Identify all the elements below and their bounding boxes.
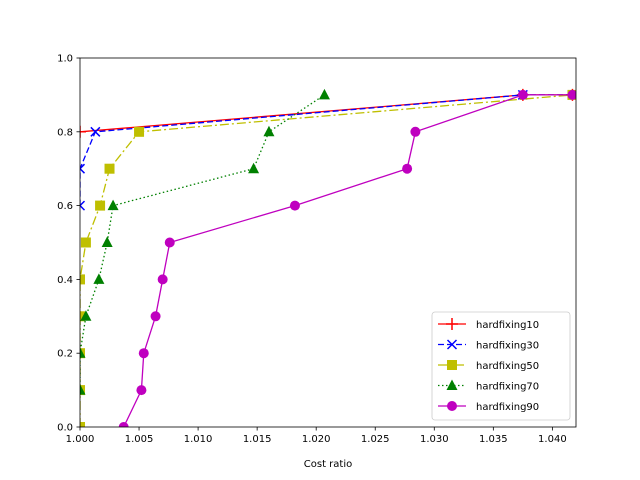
x-tick-label: 1.005 — [125, 434, 154, 445]
ticks-layer: 1.000 1.005 1.010 1.015 1.020 1.025 1.030 1.035… — [57, 54, 567, 446]
x-tick-label: 1.040 — [538, 434, 567, 445]
data-point-hardfixing90-1 — [136, 385, 147, 396]
data-point-hardfixing90-8 — [410, 126, 421, 137]
legend-marker — [446, 339, 458, 350]
data-point-hardfixing70-3 — [93, 273, 105, 284]
legend-entry-hardfixing90: hardfixing90 — [438, 401, 539, 413]
data-point-hardfixing90-5 — [164, 237, 175, 248]
legend-entry-hardfixing30: hardfixing30 — [438, 339, 539, 352]
data-point-hardfixing50-5 — [80, 237, 91, 248]
data-point-hardfixing50-4 — [80, 274, 85, 285]
legend-entry-hardfixing50: hardfixing50 — [438, 360, 539, 372]
data-point-hardfixing50-3 — [80, 311, 85, 322]
legend-label: hardfixing30 — [476, 341, 539, 352]
data-point-hardfixing30-2 — [90, 126, 101, 137]
data-point-hardfixing50-6 — [95, 200, 106, 211]
series-hardfixing70 — [80, 88, 330, 395]
data-point-hardfixing90-0 — [118, 422, 129, 427]
legend-label: hardfixing10 — [476, 320, 539, 331]
plot-frame — [79, 57, 577, 428]
data-point-hardfixing30-1 — [80, 163, 86, 174]
x-axis-title: Cost ratio — [304, 459, 352, 470]
series-hardfixing90 — [118, 89, 576, 427]
legend-marker — [446, 318, 458, 330]
data-point-hardfixing90-10 — [567, 89, 576, 100]
data-point-hardfixing70-8 — [318, 88, 330, 100]
data-point-hardfixing90-9 — [517, 89, 528, 100]
x-tick-label: 1.010 — [184, 434, 213, 445]
data-point-hardfixing70-7 — [263, 125, 275, 137]
data-point-hardfixing50-7 — [104, 163, 115, 174]
data-point-hardfixing90-2 — [138, 348, 149, 359]
legend-marker — [446, 379, 458, 390]
data-point-hardfixing90-3 — [150, 311, 161, 322]
y-tick-label: 0.0 — [57, 423, 73, 434]
data-point-hardfixing10-0 — [80, 125, 86, 138]
data-point-hardfixing90-4 — [157, 274, 168, 285]
series-layer — [80, 88, 576, 427]
series-line-hardfixing70 — [80, 94, 325, 391]
data-point-hardfixing30-0 — [80, 200, 86, 211]
x-tick-label: 1.015 — [243, 434, 272, 445]
legend-label: hardfixing50 — [476, 361, 539, 372]
x-tick-label: 1.035 — [479, 434, 508, 445]
data-point-hardfixing70-4 — [101, 236, 113, 247]
data-point-hardfixing50-8 — [134, 126, 145, 137]
y-tick-label: 0.4 — [57, 275, 73, 286]
data-point-hardfixing90-6 — [289, 200, 300, 211]
legend-marker — [447, 360, 457, 370]
x-tick-label: 1.030 — [420, 434, 449, 445]
legend-label: hardfixing70 — [476, 382, 539, 393]
y-tick-label: 0.8 — [57, 127, 73, 138]
legend-box — [431, 311, 571, 421]
x-tick-label: 1.020 — [302, 434, 331, 445]
data-point-hardfixing70-0 — [80, 384, 86, 395]
legend-marker — [447, 401, 457, 411]
data-point-hardfixing50-0 — [80, 422, 85, 427]
y-tick-label: 0.2 — [57, 349, 73, 360]
legend-entry-hardfixing70: hardfixing70 — [438, 379, 539, 393]
x-tick-label: 1.000 — [66, 434, 95, 445]
data-point-hardfixing70-2 — [80, 310, 92, 321]
x-tick-label: 1.025 — [361, 434, 390, 445]
data-point-hardfixing70-1 — [80, 347, 86, 358]
legend-entry-hardfixing10: hardfixing10 — [438, 318, 539, 331]
legend-label: hardfixing90 — [476, 402, 539, 413]
y-tick-label: 0.6 — [57, 201, 73, 212]
legend: hardfixing10 hardfixing30 hardfixing50 hard… — [431, 311, 571, 421]
series-line-hardfixing50 — [80, 94, 573, 427]
y-tick-label: 1.0 — [57, 54, 73, 65]
data-point-hardfixing70-6 — [248, 162, 260, 174]
data-point-hardfixing90-7 — [402, 163, 413, 174]
data-point-hardfixing70-5 — [107, 199, 119, 211]
